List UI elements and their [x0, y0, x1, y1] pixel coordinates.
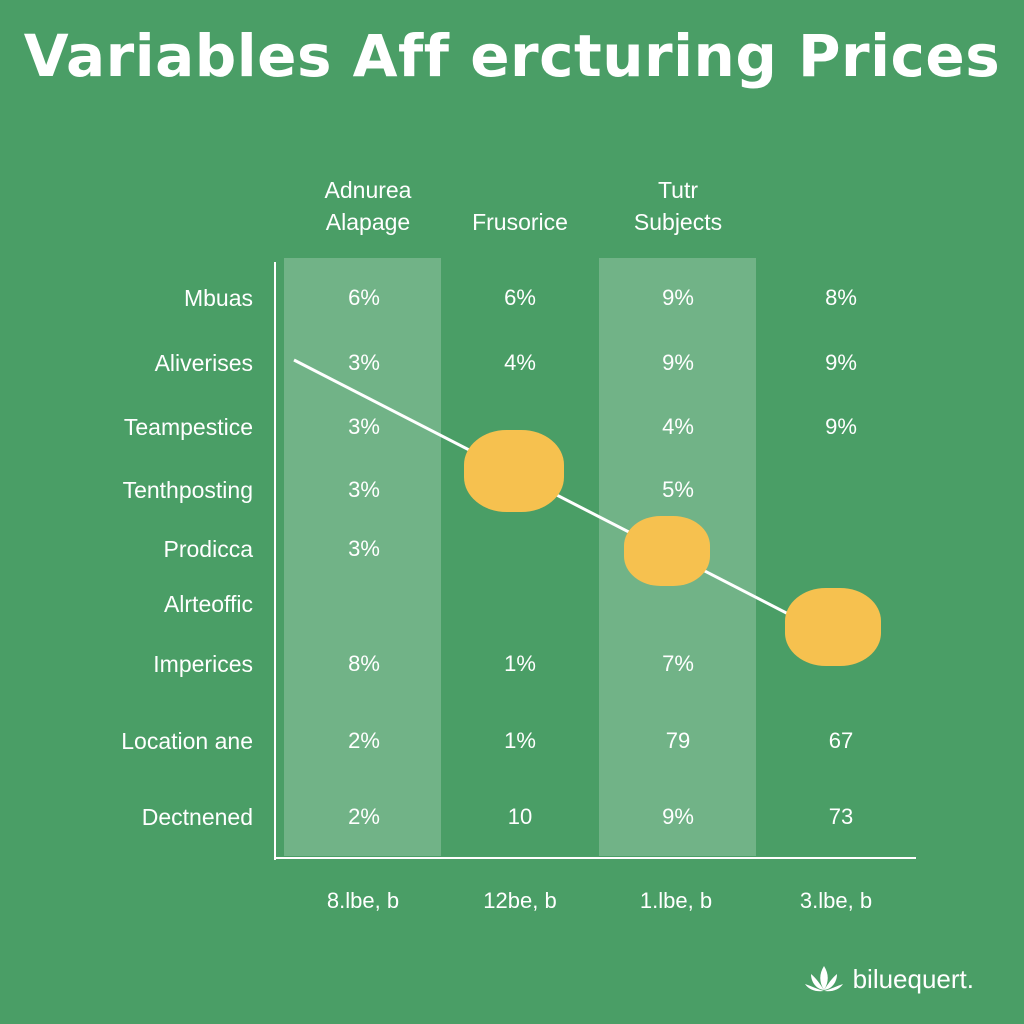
table-cell: 9%: [662, 285, 694, 310]
column-header-3: Tutr Subjects: [633, 177, 723, 235]
table-cell: 5%: [662, 477, 694, 502]
row-label: Alrteoffic: [163, 591, 253, 617]
column-header-2: Frusorice: [472, 209, 568, 235]
marker-3: [785, 588, 881, 666]
table-cell: 9%: [825, 350, 857, 375]
marker-1: [464, 430, 564, 512]
table-cell: 8%: [348, 651, 380, 676]
table-cell: 79: [665, 728, 691, 753]
row-label: Mbuas: [183, 285, 253, 311]
x-tick-3: 1.lbe, b: [639, 888, 713, 913]
table-cell: 73: [828, 804, 854, 829]
table-cell: 9%: [662, 804, 694, 829]
table-cell: 3%: [348, 477, 380, 502]
table-cell: 2%: [348, 804, 380, 829]
table-cell: 3%: [348, 536, 380, 561]
row-label: Imperices: [153, 651, 253, 677]
column-header-1: Adnurea Alapage: [324, 177, 412, 235]
chart-title: Variables Aff ercturing Prices: [23, 22, 1001, 90]
table-cell: 1%: [504, 728, 536, 753]
table-cell: 3%: [348, 414, 380, 439]
table-cell: 6%: [348, 285, 380, 310]
row-label: Prodicca: [163, 536, 253, 562]
row-label: Aliverises: [154, 350, 253, 376]
brand-name: biluequert.: [852, 963, 974, 994]
table-cell: 3%: [348, 350, 380, 375]
x-axis-line: [274, 857, 916, 859]
table-cell: 4%: [504, 350, 536, 375]
table-cell: 8%: [825, 285, 857, 310]
x-tick-1: 8.lbe, b: [326, 888, 400, 913]
table-cell: 2%: [348, 728, 380, 753]
row-label: Teampestice: [123, 414, 253, 440]
table-cell: 1%: [504, 651, 536, 676]
table-cell: 10: [507, 804, 533, 829]
table-cell: 6%: [504, 285, 536, 310]
y-axis-line: [274, 262, 276, 860]
table-cell: 4%: [662, 414, 694, 439]
marker-2: [624, 516, 710, 586]
table-cell: 9%: [662, 350, 694, 375]
table-cell: 9%: [825, 414, 857, 439]
x-tick-2: 12be, b: [483, 888, 557, 913]
brand-logo: biluequert.: [803, 962, 974, 996]
row-label: Dectnened: [141, 804, 253, 830]
lotus-icon: [804, 966, 843, 992]
x-tick-4: 3.lbe, b: [799, 888, 873, 913]
table-cell: 67: [828, 728, 854, 753]
row-label: Tenthposting: [122, 477, 253, 503]
column-band-1: [284, 258, 441, 856]
table-cell: 7%: [662, 651, 694, 676]
row-label: Location ane: [121, 728, 253, 754]
